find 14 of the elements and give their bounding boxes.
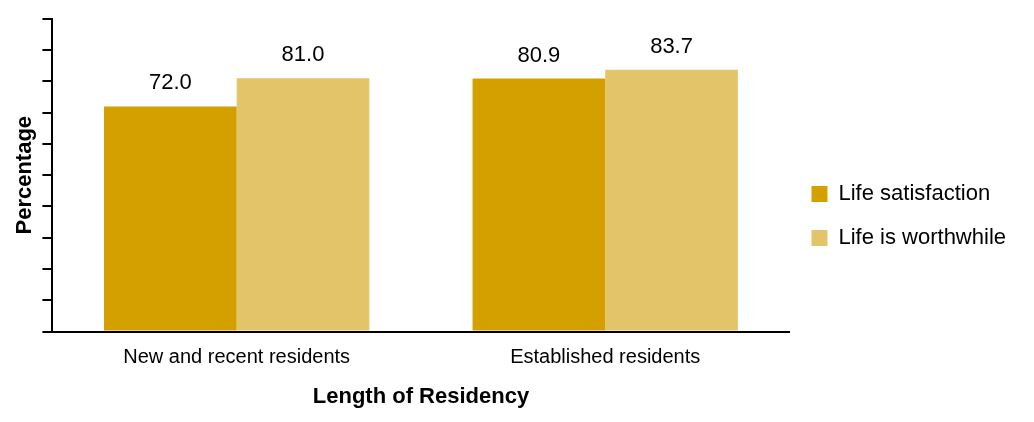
data-label: 80.9 [517, 41, 561, 67]
data-label: 81.0 [281, 41, 325, 67]
x-axis-title: Length of Residency [312, 382, 530, 408]
bar [472, 78, 606, 331]
bar [605, 69, 738, 331]
data-label: 72.0 [148, 69, 192, 95]
bar [236, 78, 370, 331]
y-axis-title: Percentage [11, 115, 37, 235]
x-tick-label: New and recent residents [123, 345, 351, 368]
x-tick-label: Established residents [510, 345, 701, 368]
legend-label: Life satisfaction [838, 180, 991, 206]
bar [104, 106, 237, 331]
data-label: 83.7 [650, 32, 693, 58]
legend-label: Life is worthwhile [838, 224, 1006, 250]
